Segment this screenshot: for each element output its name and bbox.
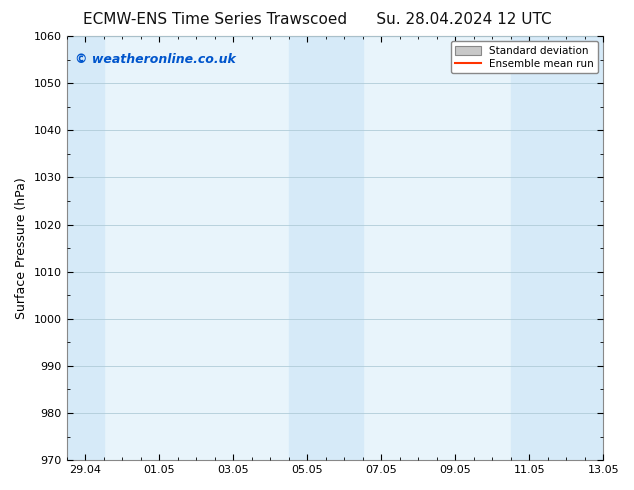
Bar — [288, 36, 363, 460]
Text: © weatheronline.co.uk: © weatheronline.co.uk — [75, 53, 235, 66]
Bar — [67, 36, 103, 460]
Bar — [510, 36, 622, 460]
Y-axis label: Surface Pressure (hPa): Surface Pressure (hPa) — [15, 177, 28, 319]
Text: ECMW-ENS Time Series Trawscoed      Su. 28.04.2024 12 UTC: ECMW-ENS Time Series Trawscoed Su. 28.04… — [82, 12, 552, 27]
Legend: Standard deviation, Ensemble mean run: Standard deviation, Ensemble mean run — [451, 41, 598, 74]
